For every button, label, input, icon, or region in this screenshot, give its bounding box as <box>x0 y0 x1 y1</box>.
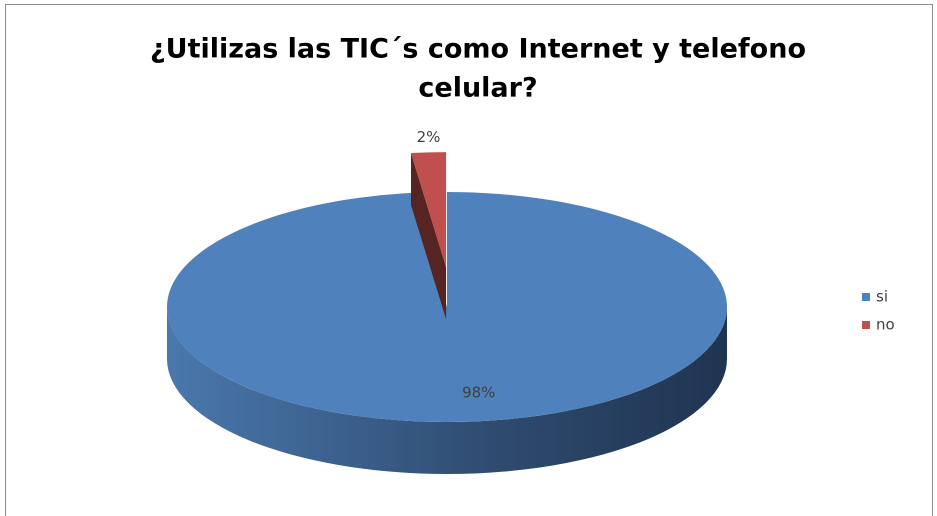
chart-title: celular? <box>418 73 537 104</box>
legend-label: si <box>876 288 888 306</box>
chart-title: ¿Utilizas las TIC´s como Internet y tele… <box>150 34 806 65</box>
data-label: 98% <box>462 384 495 402</box>
slice-face <box>410 152 447 320</box>
slice-side <box>167 307 727 474</box>
slice <box>410 152 447 268</box>
legend-label: no <box>876 316 895 334</box>
legend-swatch <box>862 293 870 301</box>
slice <box>167 192 728 422</box>
data-label: 2% <box>417 128 441 146</box>
legend-swatch <box>862 321 870 329</box>
